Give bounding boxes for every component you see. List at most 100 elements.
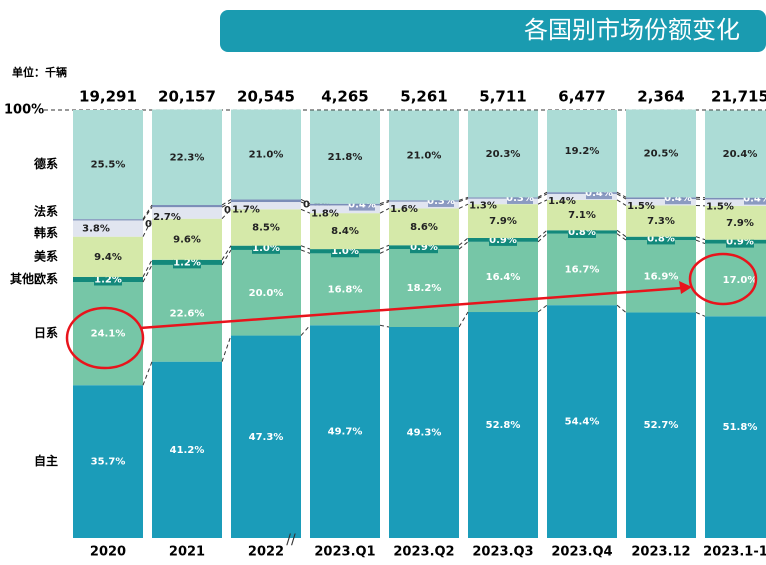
bar-segment <box>626 197 696 200</box>
connector <box>221 199 232 206</box>
connector <box>142 264 153 283</box>
connector <box>616 229 627 238</box>
value-label: 20.4% <box>723 149 758 160</box>
connector <box>616 199 627 206</box>
bar-segment <box>626 240 696 313</box>
bar-segment <box>389 110 459 201</box>
value-label: 0.9% <box>489 235 517 246</box>
connector <box>458 237 469 246</box>
connector <box>142 204 153 220</box>
bar-segment <box>310 205 380 214</box>
value-label: 20.0% <box>249 288 284 299</box>
connector <box>616 191 627 198</box>
connector <box>379 244 390 250</box>
connector <box>458 203 469 209</box>
connector <box>142 206 153 221</box>
bar-segment <box>389 208 459 246</box>
bar-segment <box>389 201 459 209</box>
bar-segment <box>389 326 459 538</box>
legend-label: 德系 <box>34 156 58 171</box>
value-label: 8.6% <box>410 222 438 233</box>
bar-segment <box>73 220 143 237</box>
value-label: 0.4% <box>585 188 613 199</box>
bar-segment <box>705 110 766 198</box>
bar-segment <box>310 203 380 206</box>
connector <box>300 245 311 250</box>
value-label: 52.7% <box>644 420 679 431</box>
value-label: 1.3% <box>469 200 497 211</box>
value-label: 7.1% <box>568 210 596 221</box>
bar-segment <box>468 110 538 198</box>
value-label: 21.0% <box>249 150 284 161</box>
x-tick-label: 2020 <box>90 545 126 560</box>
connector <box>458 241 469 250</box>
value-label: 21.8% <box>328 152 363 163</box>
connector <box>142 361 153 386</box>
value-label: 1.8% <box>311 208 339 219</box>
value-label: 22.3% <box>170 152 205 163</box>
value-label: 8.4% <box>331 226 359 237</box>
value-label: 0.9% <box>726 237 754 248</box>
value-label: 1.2% <box>173 257 201 268</box>
header-bar <box>220 10 766 52</box>
bar-segment <box>73 385 143 538</box>
value-label: 0.4% <box>664 193 692 204</box>
plot: 100% 2020 19,291 35.7% 自主 24.1% 日系 1.2% 其他欧系 9.4%… <box>4 88 766 560</box>
bar-segment <box>389 249 459 327</box>
x-tick-label: 2023.Q3 <box>472 545 533 560</box>
connector <box>379 207 390 214</box>
connector <box>537 229 548 239</box>
bar-segment <box>547 110 617 193</box>
bar-segment <box>626 109 696 198</box>
total-label: 19,291 <box>79 88 137 106</box>
value-label: 18.2% <box>407 283 442 294</box>
total-label: 20,157 <box>158 88 216 106</box>
bar-segment <box>231 202 301 210</box>
connector <box>695 236 706 241</box>
connector <box>300 201 311 206</box>
value-label: 25.5% <box>91 160 126 171</box>
bar-segment <box>152 207 222 219</box>
value-label: 1.4% <box>548 196 576 207</box>
value-label: 1.0% <box>252 243 280 254</box>
bar-segment <box>626 312 696 538</box>
x-tick-label: 2023.1-12 <box>703 545 766 560</box>
chart-title: 各国别市场份额变化 <box>524 16 740 44</box>
total-label: 6,477 <box>558 88 605 106</box>
value-label: 24.1% <box>91 329 126 340</box>
bar-segment <box>547 199 617 231</box>
value-label: 20.5% <box>644 148 679 159</box>
value-label: 1.6% <box>390 204 418 215</box>
connector <box>379 324 390 328</box>
connector <box>537 233 548 243</box>
value-label: 17.0% <box>723 275 758 286</box>
bar-segment <box>231 199 301 203</box>
value-label: 2.7% <box>153 212 181 223</box>
connector <box>616 193 627 200</box>
value-label: 35.7% <box>91 457 126 468</box>
value-label: 49.7% <box>328 427 363 438</box>
legend-label: 法系 <box>34 203 58 218</box>
connector <box>142 259 153 278</box>
connector <box>300 324 311 336</box>
value-label: 7.3% <box>647 216 675 227</box>
connector <box>221 208 232 220</box>
connector <box>537 304 548 313</box>
bar-segment <box>152 218 222 260</box>
value-label: 16.8% <box>328 284 363 295</box>
connector <box>537 191 548 198</box>
connector <box>458 196 469 201</box>
value-label: 52.8% <box>486 420 521 431</box>
bar-segment <box>547 305 617 538</box>
legend-label: 日系 <box>34 325 58 340</box>
value-label: 9.6% <box>173 234 201 245</box>
value-label: 0.8% <box>568 227 596 238</box>
x-tick-label: 2023.Q4 <box>551 545 612 560</box>
bar-segment <box>152 264 222 362</box>
axis-break: // <box>286 532 296 548</box>
arrow-head <box>679 281 692 294</box>
bar-segment <box>73 236 143 277</box>
value-label: 1.2% <box>94 274 122 285</box>
value-label: 0.3% <box>427 196 455 207</box>
bar-segment <box>705 205 766 240</box>
